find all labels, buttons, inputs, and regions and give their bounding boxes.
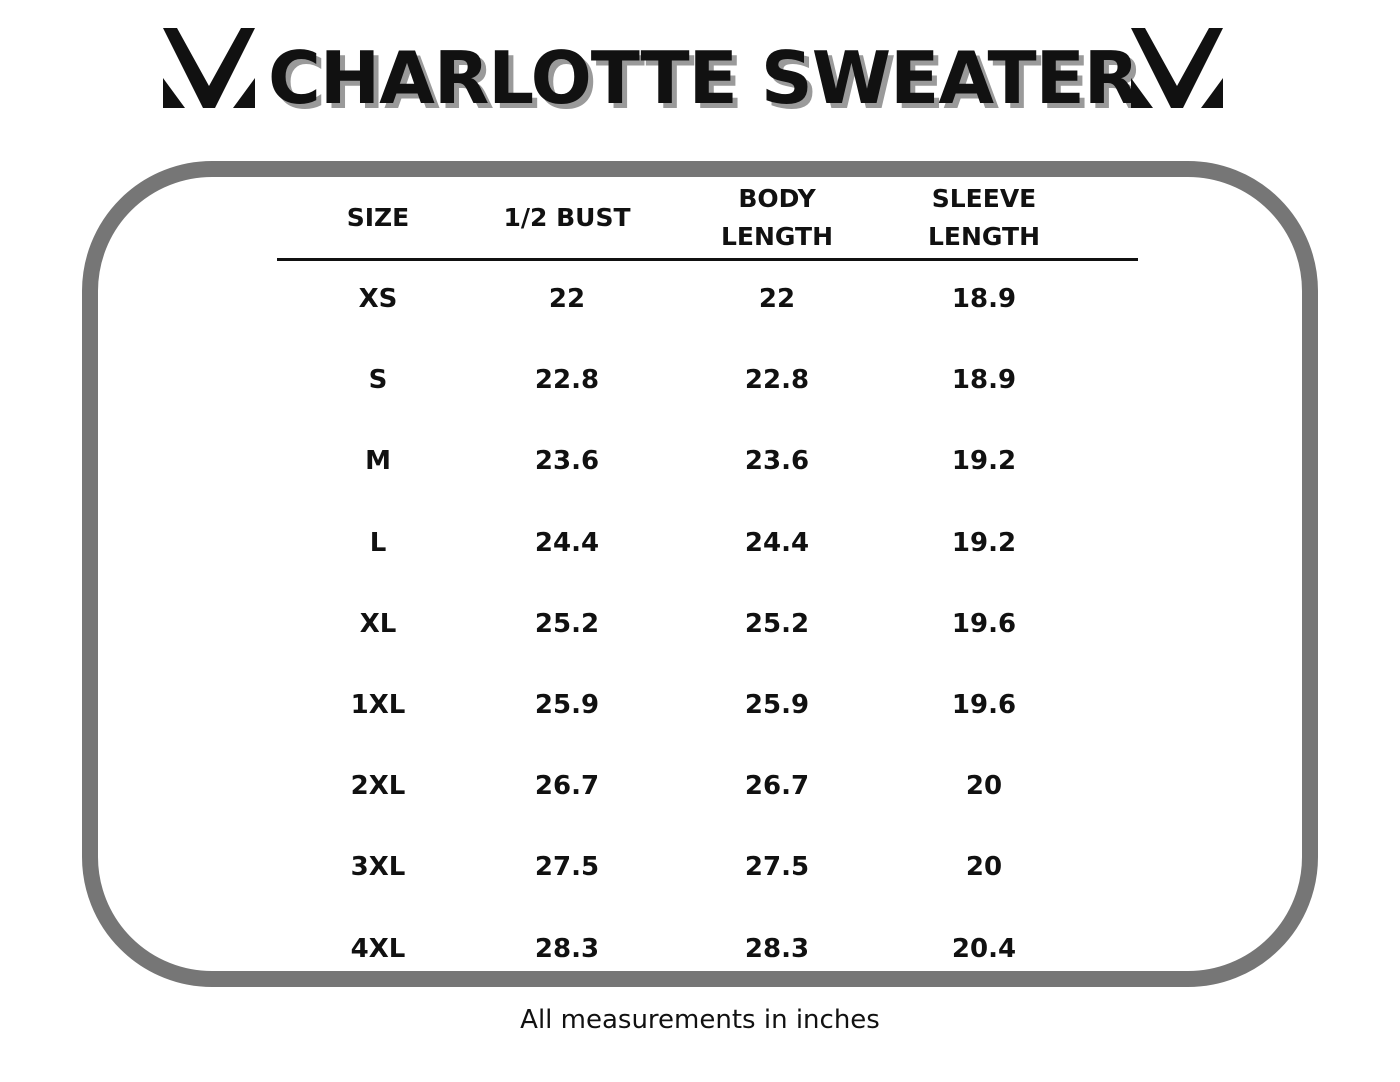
table-row: XS 22 22 18.9 (277, 261, 1138, 342)
table-row: L 24.4 24.4 19.2 (277, 505, 1138, 586)
size-cell: L (369, 527, 387, 558)
page-title: CHARLOTTE SWEATER (268, 36, 1139, 120)
table-header: SIZE 1/2 BUST BODY LENGTH SLEEVE LENGTH (277, 178, 1138, 261)
sleeve-length-cell: 20.4 (951, 933, 1017, 964)
sleeve-length-cell: 20 (965, 771, 1003, 802)
size-cell: XL (359, 608, 397, 639)
measurement-note: All measurements in inches (520, 1005, 880, 1035)
bust-cell: 26.7 (534, 771, 600, 802)
sleeve-length-cell: 19.6 (951, 689, 1017, 720)
bust-cell: 25.2 (534, 608, 600, 639)
sleeve-length-cell: 20 (965, 852, 1003, 883)
table-row: S 22.8 22.8 18.9 (277, 342, 1138, 423)
size-cell: 3XL (350, 852, 406, 883)
body-length-cell: 28.3 (744, 933, 810, 964)
bust-cell: 28.3 (534, 933, 600, 964)
body-length-cell: 22 (758, 284, 796, 314)
sleeve-length-cell: 19.6 (951, 608, 1017, 639)
body-length-cell: 22.8 (744, 365, 810, 396)
body-length-cell: 25.2 (744, 608, 810, 639)
table-body: XS 22 22 18.9 S 22.8 22.8 18.9 M 23.6 23… (277, 261, 1138, 992)
size-cell: 1XL (350, 689, 406, 720)
chevron-v-logo-icon (163, 28, 255, 108)
table-row: XL 25.2 25.2 19.6 (277, 586, 1138, 667)
column-header-body-length: BODY LENGTH (721, 184, 833, 251)
body-length-cell: 26.7 (744, 771, 810, 802)
bust-cell: 27.5 (534, 852, 600, 883)
column-header-half-bust: 1/2 BUST (503, 203, 631, 232)
size-cell: 4XL (350, 933, 406, 964)
body-length-cell: 24.4 (744, 527, 810, 558)
size-chart-table: SIZE 1/2 BUST BODY LENGTH SLEEVE LENGTH … (277, 178, 1138, 992)
body-length-cell: 27.5 (744, 852, 810, 883)
body-length-cell: 23.6 (744, 446, 810, 477)
table-row: 1XL 25.9 25.9 19.6 (277, 667, 1138, 748)
bust-cell: 22.8 (534, 365, 600, 396)
sleeve-length-cell: 19.2 (951, 446, 1017, 477)
column-header-sleeve-length: SLEEVE LENGTH (928, 184, 1040, 251)
size-chart-frame (82, 161, 1318, 987)
chevron-v-logo-icon (1131, 28, 1223, 108)
sleeve-length-cell: 18.9 (951, 284, 1017, 314)
bust-cell: 23.6 (534, 446, 600, 477)
table-row: 4XL 28.3 28.3 20.4 (277, 911, 1138, 992)
table-row: 2XL 26.7 26.7 20 (277, 748, 1138, 829)
size-cell: XS (358, 284, 398, 314)
table-row: M 23.6 23.6 19.2 (277, 423, 1138, 504)
bust-cell: 24.4 (534, 527, 600, 558)
size-cell: S (368, 365, 388, 396)
sleeve-length-cell: 19.2 (951, 527, 1017, 558)
bust-cell: 25.9 (534, 689, 600, 720)
body-length-cell: 25.9 (744, 689, 810, 720)
column-header-size: SIZE (346, 203, 410, 232)
bust-cell: 22 (548, 284, 586, 314)
sleeve-length-cell: 18.9 (951, 365, 1017, 396)
size-cell: M (365, 446, 391, 477)
table-row: 3XL 27.5 27.5 20 (277, 829, 1138, 910)
size-cell: 2XL (350, 771, 406, 802)
